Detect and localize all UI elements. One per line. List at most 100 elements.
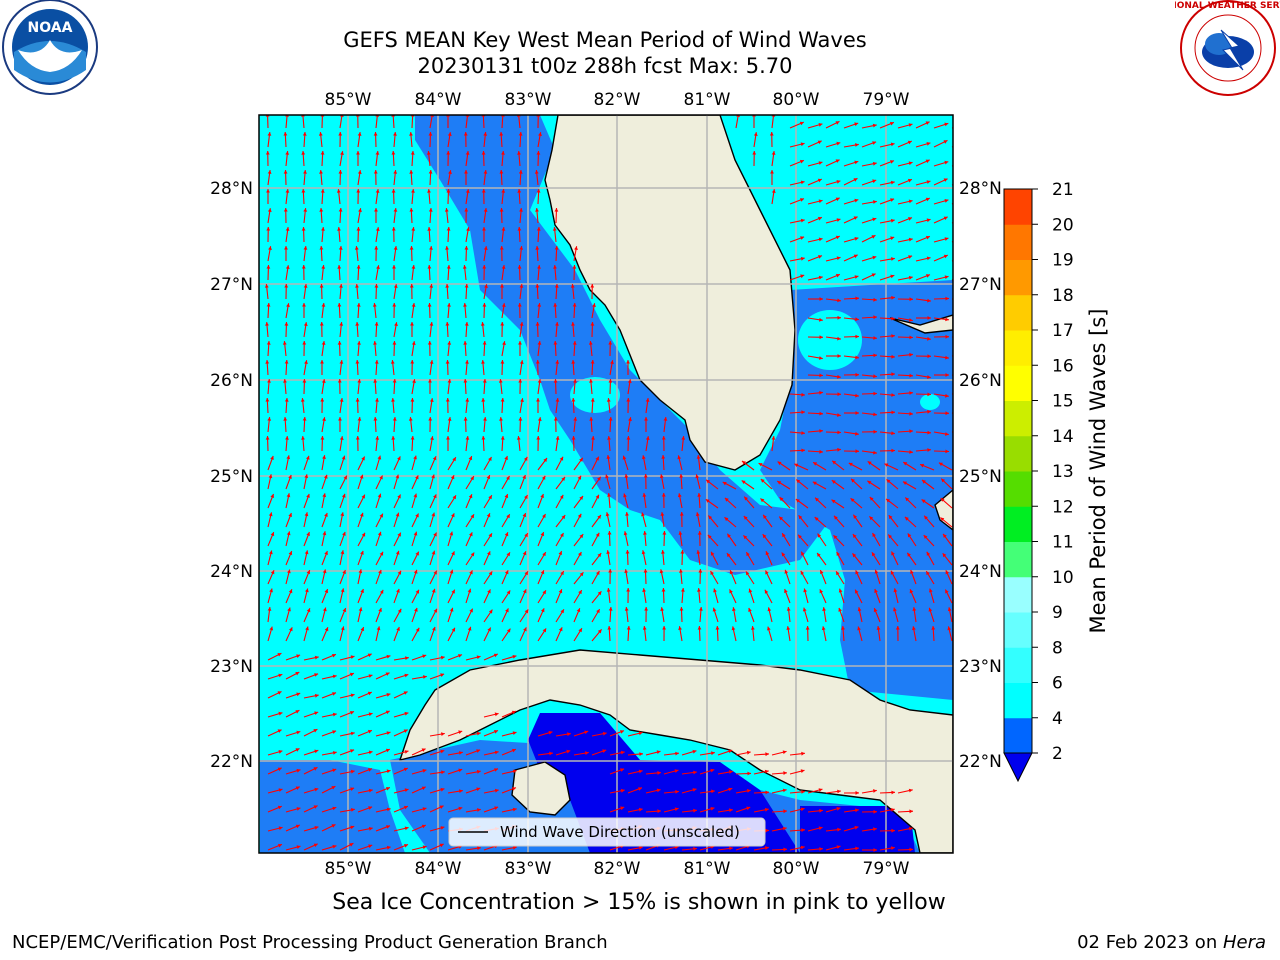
wave-direction-arrow [285,569,291,585]
wave-direction-arrow [915,159,930,167]
wave-direction-arrowhead [339,398,344,402]
wave-direction-arrowhead [494,788,499,793]
wave-direction-arrow [933,393,949,397]
wave-direction-arrowhead [837,413,841,417]
wave-direction-arrowhead [351,808,355,812]
wave-direction-arrow [519,609,529,623]
wave-direction-arrowhead [534,170,539,174]
wave-direction-arrowhead [909,411,913,416]
wave-direction-arrowhead [945,432,949,436]
wave-direction-arrow [909,588,917,604]
wave-direction-arrow [660,474,665,490]
wave-direction-arrowhead [368,712,373,717]
nws-logo-text: NATIONAL WEATHER SERVICE [1175,1,1280,11]
wave-direction-arrow [751,626,755,642]
wave-direction-arrow [537,417,541,433]
wave-direction-arrow [464,416,467,433]
wave-direction-arrowhead [867,461,872,465]
wave-direction-arrowhead [332,712,337,717]
wave-direction-arrowhead [403,729,408,733]
wave-direction-arrowhead [873,200,877,204]
wave-direction-arrowhead [891,410,895,415]
wave-direction-arrow [609,827,625,832]
wave-direction-arrowhead [341,493,346,498]
wave-direction-arrowhead [922,480,926,484]
wave-direction-arrowhead [295,748,300,752]
wave-direction-arrow [392,188,395,205]
wave-direction-arrow [447,730,463,737]
wave-direction-arrowhead [319,170,323,174]
wave-direction-arrowhead [535,208,539,212]
wave-direction-arrow [357,653,372,661]
wave-direction-arrowhead [540,570,545,575]
wave-direction-arrowhead [891,295,895,300]
wave-direction-arrow [789,431,805,434]
wave-direction-arrow [680,473,683,490]
wave-direction-arrowhead [354,246,359,250]
wave-direction-arrow [607,588,611,604]
wave-direction-arrowhead [433,570,437,575]
wave-direction-arrow [537,150,540,167]
wave-direction-arrow [339,770,355,775]
wave-direction-arrow [501,655,517,661]
wave-direction-arrowhead [429,360,434,364]
wave-direction-arrow [321,493,326,509]
wave-direction-arrow [519,532,529,547]
wave-direction-arrow [753,808,769,813]
wave-direction-arrow [338,302,341,319]
wave-direction-arrow [537,303,541,319]
wave-direction-arrowhead [372,303,377,307]
wave-direction-arrowhead [841,626,845,630]
wave-direction-arrowhead [638,787,642,791]
wave-direction-arrow [789,829,806,832]
wave-direction-arrow [717,770,733,775]
wave-direction-arrow [302,188,305,205]
wave-direction-arrow [879,335,895,338]
wave-direction-arrow [591,749,607,756]
wave-direction-arrowhead [855,449,859,454]
wave-direction-arrowhead [909,391,913,395]
wave-direction-arrowhead [945,411,949,416]
wave-direction-arrow [519,322,523,338]
wave-direction-arrowhead [818,788,823,792]
wave-direction-arrow [745,551,755,566]
wave-direction-arrowhead [731,626,736,631]
wave-direction-arrow [303,284,307,300]
wave-direction-arrowhead [266,265,271,269]
wave-direction-arrow [903,461,917,471]
wave-direction-arrowhead [487,589,491,594]
wave-direction-arrow [267,417,271,433]
wave-direction-arrow [945,570,953,585]
wave-direction-arrowhead [355,360,360,364]
wave-direction-arrowhead [268,474,273,479]
wave-direction-arrow [537,608,545,623]
wave-direction-arrow [267,673,283,680]
wave-direction-arrow [867,460,881,471]
chart-subtitle: 20230131 t00z 288h fcst Max: 5.70 [417,54,793,78]
wave-direction-arrow [285,786,300,794]
wave-direction-arrow [355,246,359,262]
wave-direction-arrow [951,336,953,338]
wave-direction-arrowhead [458,730,463,734]
wave-direction-arrow [642,550,647,566]
wave-direction-arrow [429,673,445,680]
wave-direction-arrow [753,132,757,148]
wave-direction-arrow [375,531,382,547]
wave-direction-arrow [825,298,841,302]
wave-direction-arrowhead [390,360,395,364]
wave-direction-arrowhead [476,787,481,792]
wave-direction-arrowhead [728,825,733,830]
wind-wave-direction-arrows [264,115,953,852]
lon-label-bottom: 81°W [684,859,731,879]
wave-direction-arrowhead [726,553,731,558]
wave-direction-arrow [555,494,564,509]
wave-direction-arrow [447,569,454,585]
wave-direction-arrow [357,302,360,319]
wave-direction-arrowhead [872,161,877,166]
wave-direction-arrowhead [895,626,900,630]
wave-direction-arrow [735,789,751,794]
wave-direction-arrow [465,455,473,471]
wave-direction-arrow [446,321,449,338]
wave-direction-arrowhead [800,180,805,185]
wave-direction-arrow [555,436,559,452]
